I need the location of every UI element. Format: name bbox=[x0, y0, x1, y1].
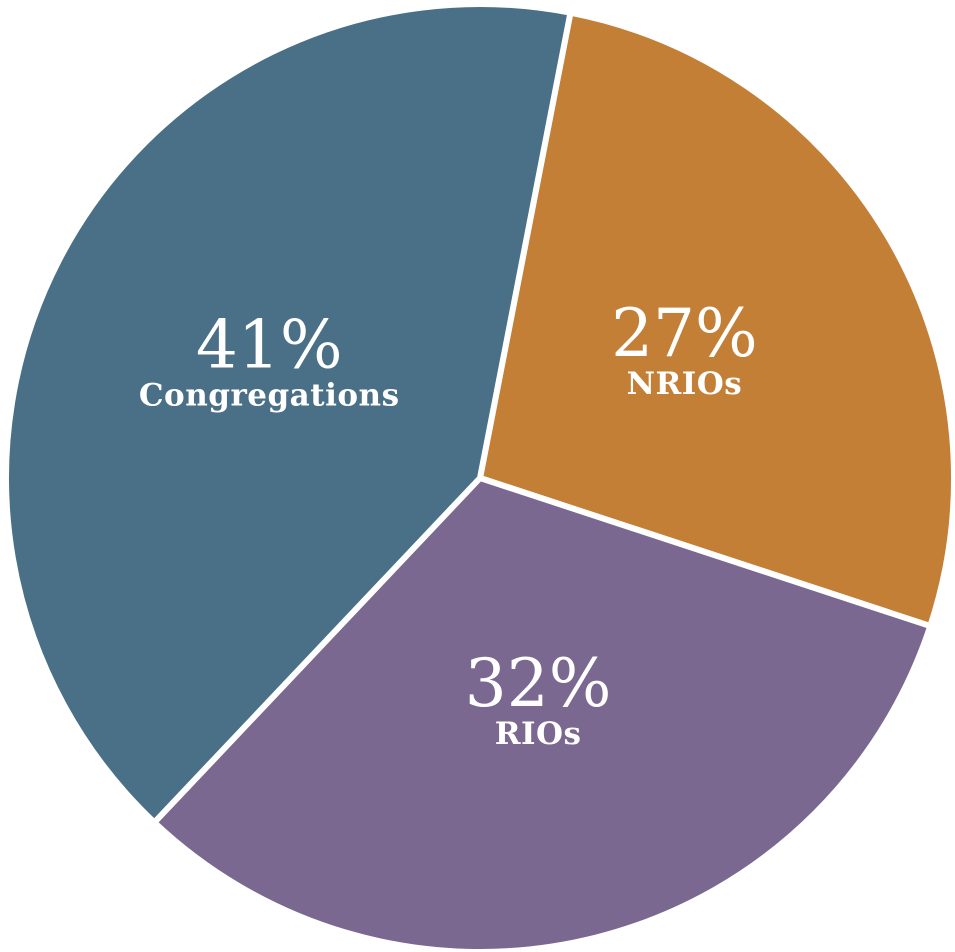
slice-value-label-congregations: 41% bbox=[196, 307, 343, 384]
slice-value-label-rios: 32% bbox=[465, 645, 612, 722]
slice-category-label-nrios: NRIOs bbox=[627, 366, 743, 402]
pie-slice-rios bbox=[150, 474, 935, 952]
slice-category-label-rios: RIOs bbox=[495, 716, 582, 752]
slice-category-label-congregations: Congregations bbox=[139, 378, 400, 414]
slice-value-label-nrios: 27% bbox=[611, 295, 758, 372]
pie-slices bbox=[3, 1, 955, 952]
pie-slice-nrios bbox=[476, 9, 955, 630]
pie-labels: 27%NRIOs 32%RIOs 41%Congregations bbox=[139, 295, 758, 752]
pie-slice-congregations bbox=[3, 1, 574, 827]
